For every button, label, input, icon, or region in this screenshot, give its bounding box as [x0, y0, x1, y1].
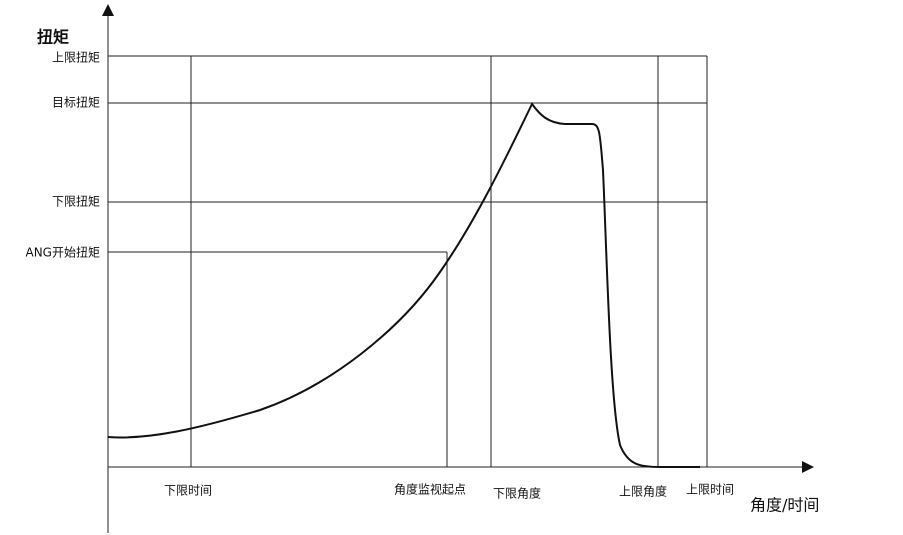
x-label: 角度监视起点: [394, 482, 466, 497]
y-label: 目标扭矩: [52, 96, 100, 110]
y-label: ANG开始扭矩: [26, 246, 101, 260]
x-label: 下限角度: [493, 486, 541, 501]
y-label: 上限扭矩: [52, 51, 100, 65]
torque-curve: [107, 102, 700, 468]
x-label: 下限时间: [164, 484, 212, 498]
y-axis-title: 扭矩: [37, 28, 69, 47]
x-label: 上限角度: [619, 484, 667, 499]
guide-lines: [108, 55, 708, 467]
x-axis-title: 角度/时间: [750, 496, 819, 515]
x-label: 上限时间: [686, 483, 734, 497]
y-label: 下限扭矩: [52, 195, 100, 209]
